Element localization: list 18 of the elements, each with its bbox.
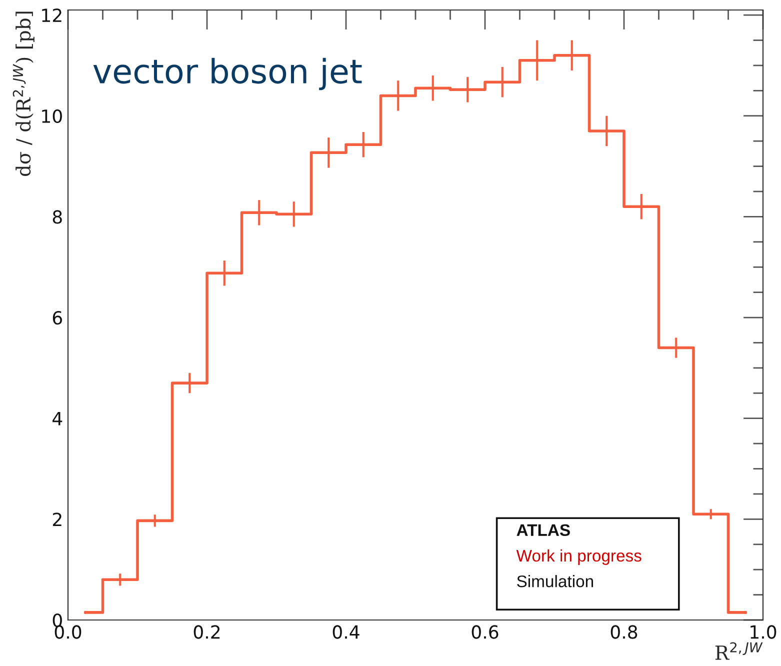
- x-tick-label: 0.6: [472, 625, 498, 639]
- x-axis-title: R$^{2,JW}$: [715, 642, 763, 660]
- annotation: Simulation: [517, 575, 594, 588]
- text: vector boson jet: [93, 58, 362, 90]
- x-tick-label: 0.4: [332, 625, 360, 639]
- y-axis-title: dσ / d(R$^{2,JW}$) [pb]: [12, 12, 34, 176]
- y-tick-label: 6: [52, 310, 62, 325]
- y-tick-label: 10: [42, 109, 62, 123]
- annotation: ATLAS: [516, 524, 570, 536]
- y-tick-label: 12: [42, 8, 62, 22]
- y-tick-label: 8: [52, 210, 62, 224]
- x-tick-label: 1.0: [750, 625, 776, 639]
- x-tick-label: 0.8: [610, 625, 638, 639]
- x-tick-label: 0.2: [194, 625, 220, 639]
- x-tick-label: 0.0: [54, 625, 82, 639]
- annotation: Work in progress: [516, 549, 642, 565]
- y-tick-label: 2: [52, 512, 62, 526]
- y-tick-label: 4: [52, 412, 62, 426]
